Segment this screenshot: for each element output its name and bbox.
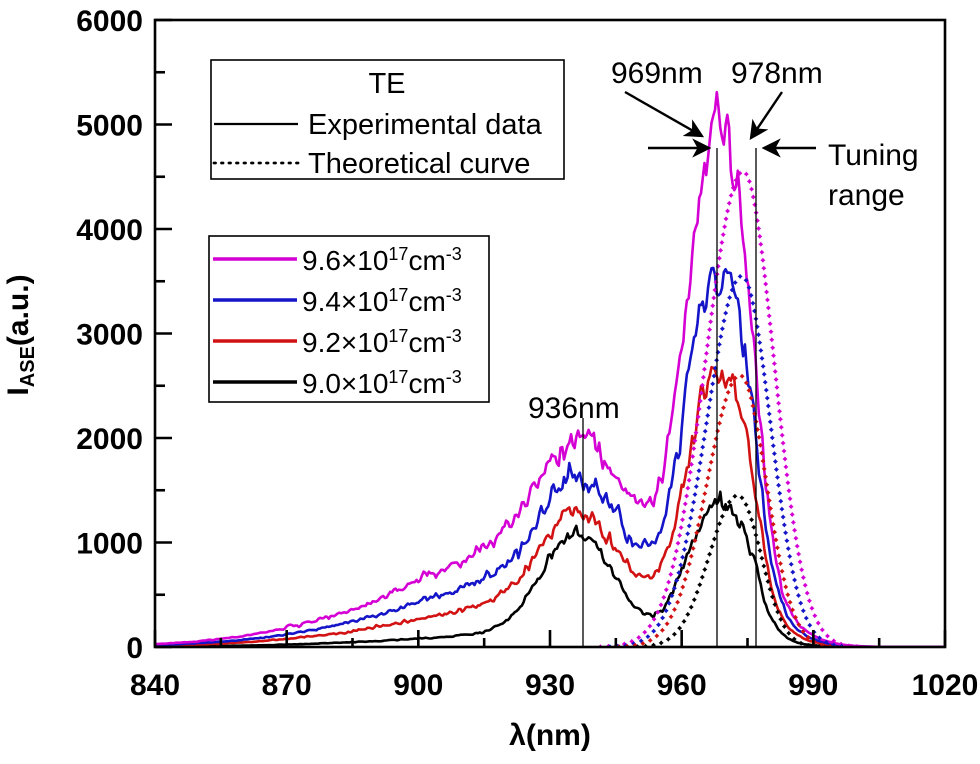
svg-text:0: 0: [126, 632, 143, 665]
svg-text:9.0×1017cm-3: 9.0×1017cm-3: [302, 367, 462, 399]
svg-text:4000: 4000: [76, 214, 143, 247]
svg-text:1020: 1020: [912, 669, 979, 702]
svg-text:Tuning: Tuning: [828, 139, 919, 172]
svg-text:IASE(a.u.): IASE(a.u.): [2, 274, 39, 395]
svg-text:9.6×1017cm-3: 9.6×1017cm-3: [302, 244, 462, 276]
svg-text:960: 960: [657, 669, 707, 702]
svg-text:900: 900: [393, 669, 443, 702]
svg-text:3000: 3000: [76, 319, 143, 352]
svg-text:9.2×1017cm-3: 9.2×1017cm-3: [302, 326, 462, 358]
svg-text:930: 930: [525, 669, 575, 702]
svg-text:969nm: 969nm: [611, 57, 703, 90]
svg-text:978nm: 978nm: [731, 57, 823, 90]
svg-text:2000: 2000: [76, 423, 143, 456]
svg-text:9.4×1017cm-3: 9.4×1017cm-3: [302, 285, 462, 317]
svg-text:936nm: 936nm: [528, 392, 620, 425]
svg-text:6000: 6000: [76, 5, 143, 38]
svg-text:1000: 1000: [76, 528, 143, 561]
svg-text:TE: TE: [368, 68, 405, 100]
svg-text:range: range: [828, 179, 905, 212]
svg-text:870: 870: [262, 669, 312, 702]
svg-text:990: 990: [788, 669, 838, 702]
svg-text:λ(nm): λ(nm): [509, 719, 591, 752]
svg-text:Theoretical curve: Theoretical curve: [308, 148, 530, 180]
svg-text:840: 840: [130, 669, 180, 702]
svg-text:Experimental data: Experimental data: [308, 109, 543, 141]
svg-text:5000: 5000: [76, 110, 143, 143]
